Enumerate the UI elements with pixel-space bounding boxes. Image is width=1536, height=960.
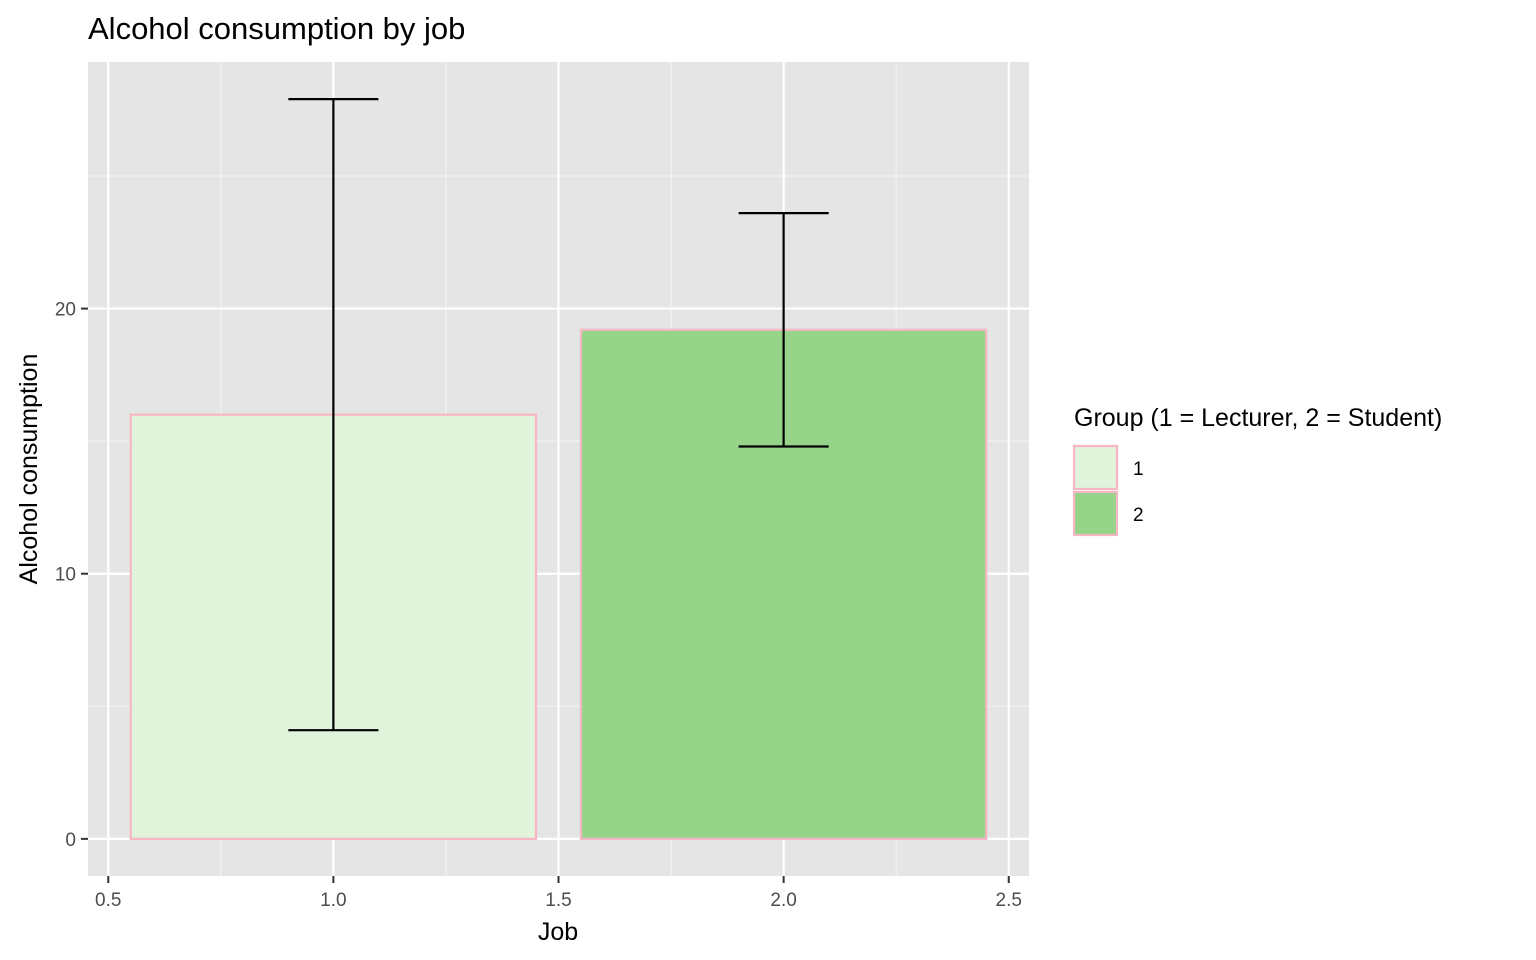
x-axis: 0.5 1.0 1.5 2.0 2.5 <box>95 876 1022 911</box>
legend-swatch <box>1072 444 1119 491</box>
x-tick-label: 1.0 <box>320 890 346 911</box>
x-tick-label: 0.5 <box>95 890 121 911</box>
x-tick-label: 2.0 <box>770 890 796 911</box>
x-axis-title: Job <box>538 918 578 946</box>
legend-label: 1 <box>1133 459 1144 480</box>
x-tick-label: 2.5 <box>996 890 1022 911</box>
legend-item-2: 2 <box>1072 490 1144 537</box>
y-axis-title: Alcohol consumption <box>15 354 43 585</box>
error-bar-group-1 <box>288 98 379 732</box>
y-tick-label: 20 <box>55 300 76 321</box>
error-bars <box>288 98 829 732</box>
x-tick-label: 1.5 <box>545 890 571 911</box>
y-tick-label: 0 <box>65 830 76 851</box>
error-bar-group-2 <box>738 212 829 448</box>
legend-items: 12 <box>1072 444 1144 537</box>
legend: Group (1 = Lecturer, 2 = Student) 12 <box>1072 404 1442 537</box>
chart-title: Alcohol consumption by job <box>88 11 465 46</box>
legend-item-1: 1 <box>1072 444 1144 491</box>
y-axis: 0 10 20 <box>55 300 88 851</box>
legend-swatch <box>1072 490 1119 537</box>
y-tick-label: 10 <box>55 565 76 586</box>
legend-title: Group (1 = Lecturer, 2 = Student) <box>1074 404 1442 432</box>
legend-label: 2 <box>1133 505 1144 526</box>
